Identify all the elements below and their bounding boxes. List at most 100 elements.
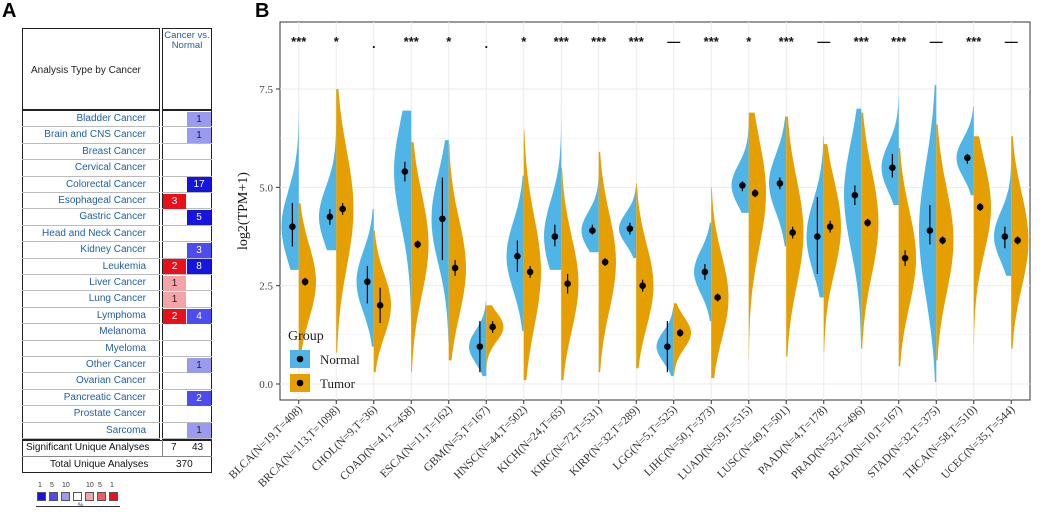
- cancer-type-link[interactable]: Brain and CNS Cancer: [44, 129, 146, 141]
- underexpression-cell[interactable]: 8: [187, 259, 211, 275]
- header-right-box: Cancer vs. Normal: [162, 28, 212, 110]
- overexpression-cell[interactable]: 3: [163, 193, 186, 209]
- cancer-type-link[interactable]: Kidney Cancer: [80, 244, 146, 256]
- normal-violin: [806, 136, 824, 298]
- normal-median-point: [326, 213, 334, 221]
- tumor-violin: [411, 142, 429, 373]
- y-axis-label: log2(TPM+1): [236, 172, 251, 250]
- cancer-type-link[interactable]: Myeloma: [105, 342, 146, 354]
- significance-label: ***: [779, 34, 795, 49]
- tumor-median-point: [1014, 237, 1021, 244]
- significance-label: ***: [629, 34, 645, 49]
- normal-median-point: [814, 233, 821, 240]
- cancer-type-link[interactable]: Leukemia: [102, 260, 146, 272]
- cancer-type-link[interactable]: Breast Cancer: [82, 145, 146, 157]
- overexpression-cell[interactable]: 2: [163, 259, 186, 275]
- x-tick-label: LUSC(N=49,T=501): [715, 404, 792, 481]
- tumor-median-point: [976, 203, 984, 211]
- normal-median-point: [664, 343, 671, 350]
- tumor-violin: [298, 203, 316, 369]
- underexpression-cell[interactable]: 5: [187, 210, 211, 226]
- tumor-violin: [823, 144, 841, 353]
- tumor-median-point: [339, 205, 346, 213]
- normal-median-point: [889, 164, 896, 171]
- summary-total-value: 370: [176, 459, 193, 470]
- summary-vline: [162, 440, 163, 456]
- x-tick-label: STAD(N=32,T=375): [866, 404, 943, 481]
- x-tick-label: PAAD(N=4,T=178): [756, 404, 830, 478]
- significance-label: ***: [966, 34, 982, 49]
- normal-median-point: [739, 182, 746, 189]
- x-tick-label: UCEC(N=35,T=544): [939, 404, 1017, 482]
- legend-label: Tumor: [320, 376, 356, 391]
- underexpression-cell[interactable]: 17: [187, 177, 211, 193]
- normal-violin: [356, 208, 374, 347]
- overexpression-cell[interactable]: 2: [163, 308, 186, 324]
- summary-total-label: Total Unique Analyses: [50, 459, 149, 470]
- cancer-type-link[interactable]: Pancreatic Cancer: [63, 391, 146, 403]
- underexpression-cell[interactable]: 1: [187, 128, 211, 144]
- underexpression-cell[interactable]: 2: [187, 390, 211, 406]
- normal-median-point: [964, 154, 971, 162]
- cell-divider: [162, 306, 212, 308]
- tumor-violin: [486, 305, 504, 371]
- y-tick-label: 2.5: [259, 281, 273, 293]
- cancer-row: Liver Cancer: [22, 275, 160, 292]
- overexpression-cell[interactable]: 1: [163, 292, 186, 308]
- normal-median-point: [776, 180, 784, 187]
- header-cancer-vs-normal: Cancer vs. Normal: [164, 30, 210, 51]
- cancer-type-link[interactable]: Sarcoma: [105, 424, 146, 436]
- cancer-row: Colorectal Cancer: [22, 177, 160, 193]
- summary-divider: [22, 456, 212, 457]
- underexpression-cell[interactable]: 3: [187, 242, 211, 258]
- cell-divider: [162, 339, 212, 341]
- cell-divider: [162, 159, 212, 161]
- significance-label: ***: [554, 34, 570, 49]
- x-tick-label: LIHC(N=50,T=373): [642, 404, 717, 479]
- significance-label: ***: [291, 34, 307, 49]
- underexpression-cell[interactable]: 1: [187, 423, 211, 439]
- underexpression-cell[interactable]: 1: [187, 357, 211, 373]
- normal-violin: [619, 187, 637, 259]
- normal-median-point: [626, 225, 634, 232]
- cancer-type-link[interactable]: Colorectal Cancer: [65, 178, 146, 190]
- underexpression-cell[interactable]: 4: [187, 308, 211, 324]
- significance-label: ***: [704, 34, 720, 49]
- cancer-type-link[interactable]: Ovarian Cancer: [75, 375, 146, 387]
- cancer-type-link[interactable]: Liver Cancer: [89, 277, 146, 288]
- cancer-type-link[interactable]: Other Cancer: [85, 359, 146, 370]
- cell-divider: [162, 126, 212, 128]
- underexpression-cell[interactable]: 1: [187, 111, 211, 127]
- rows-right-frame: [162, 110, 212, 440]
- tumor-median-point: [526, 268, 534, 276]
- y-tick-label: 7.5: [259, 84, 273, 96]
- cancer-type-link[interactable]: Prostate Cancer: [73, 408, 146, 420]
- plot-frame: [279, 21, 1031, 401]
- cell-divider: [162, 224, 212, 226]
- cancer-row: Melanoma: [22, 324, 160, 341]
- tumor-violin: [448, 144, 466, 361]
- cancer-row: Esophageal Cancer: [22, 193, 160, 210]
- cancer-type-link[interactable]: Bladder Cancer: [76, 113, 146, 124]
- tumor-median-point: [751, 189, 759, 197]
- significance-label: ***: [891, 34, 907, 49]
- cancer-type-link[interactable]: Lung Cancer: [88, 293, 146, 305]
- significance-label: —: [817, 34, 830, 49]
- cancer-row: Ovarian Cancer: [22, 373, 160, 390]
- legend-swatch: [73, 492, 82, 501]
- cancer-type-link[interactable]: Head and Neck Cancer: [42, 227, 146, 239]
- overexpression-cell[interactable]: 1: [163, 275, 186, 291]
- cancer-type-link[interactable]: Cervical Cancer: [74, 162, 146, 174]
- normal-violin: [844, 108, 862, 349]
- panel-b-letter: B: [255, 0, 270, 22]
- cancer-type-link[interactable]: Gastric Cancer: [79, 211, 146, 223]
- cancer-type-link[interactable]: Esophageal Cancer: [58, 195, 146, 206]
- legend-swatch: [49, 492, 58, 501]
- x-tick-label: ESCA(N=11,T=162): [378, 404, 455, 481]
- cancer-type-link[interactable]: Lymphoma: [96, 309, 146, 321]
- cancer-type-link[interactable]: Melanoma: [99, 326, 146, 338]
- cancer-row: Cervical Cancer: [22, 160, 160, 177]
- x-tick-label: LGG(N=5,T=525): [611, 404, 680, 473]
- significance-label: —: [667, 34, 680, 49]
- legend-swatch: [61, 492, 70, 501]
